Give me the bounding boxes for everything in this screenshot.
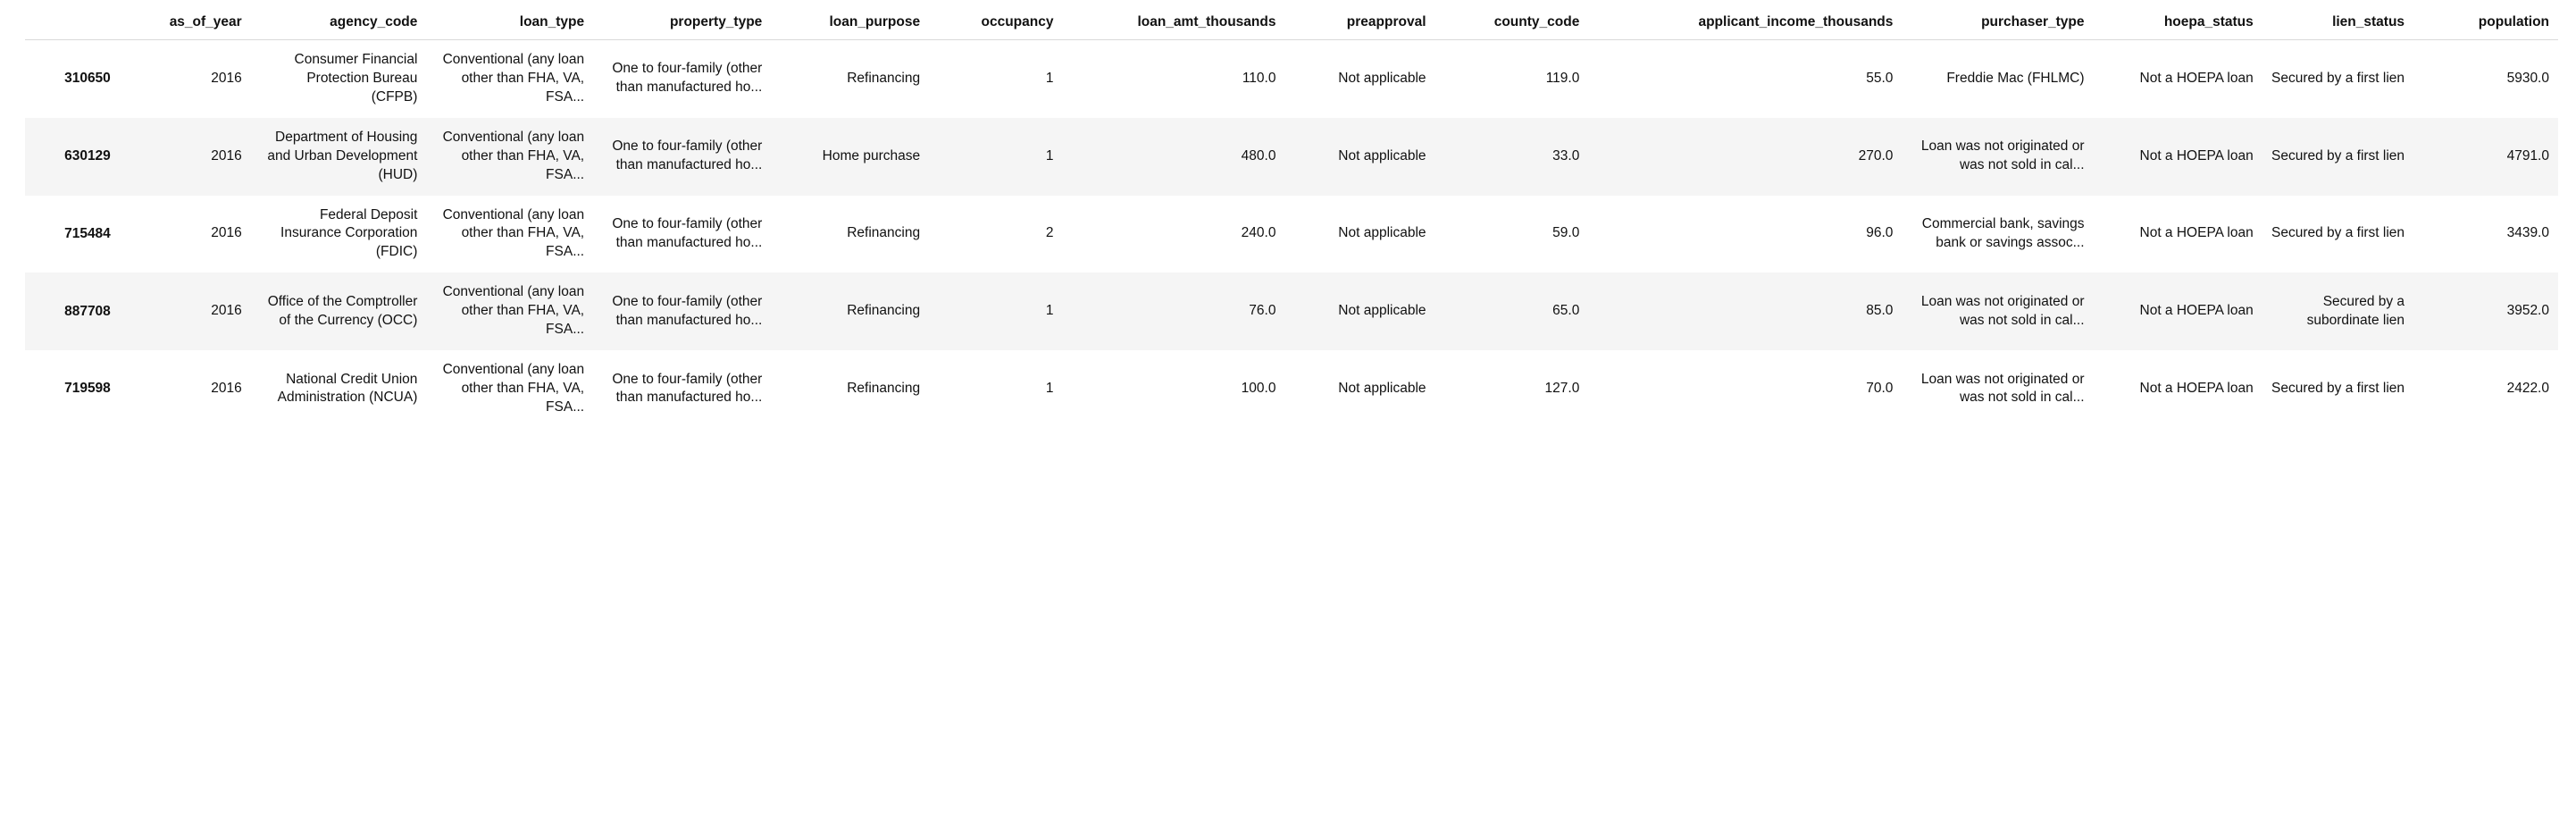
col-header: purchaser_type (1902, 5, 2093, 40)
row-index: 630129 (25, 118, 120, 196)
cell: 2422.0 (2413, 350, 2558, 428)
cell: 100.0 (1062, 350, 1284, 428)
cell: 59.0 (1435, 196, 1589, 273)
cell: One to four-family (other than manufactu… (593, 350, 771, 428)
cell: 96.0 (1588, 196, 1902, 273)
cell: 1 (929, 40, 1062, 118)
cell: One to four-family (other than manufactu… (593, 40, 771, 118)
cell: Not a HOEPA loan (2094, 196, 2262, 273)
cell: Conventional (any loan other than FHA, V… (426, 40, 593, 118)
col-header: applicant_income_thousands (1588, 5, 1902, 40)
cell: Department of Housing and Urban Developm… (251, 118, 427, 196)
cell: 2016 (120, 273, 251, 350)
cell: Not a HOEPA loan (2094, 350, 2262, 428)
cell: Conventional (any loan other than FHA, V… (426, 350, 593, 428)
cell: Secured by a subordinate lien (2262, 273, 2413, 350)
cell: Not applicable (1284, 350, 1434, 428)
cell: 119.0 (1435, 40, 1589, 118)
header-row: as_of_year agency_code loan_type propert… (25, 5, 2558, 40)
col-header: population (2413, 5, 2558, 40)
col-header: agency_code (251, 5, 427, 40)
cell: 1 (929, 273, 1062, 350)
cell: 480.0 (1062, 118, 1284, 196)
cell: One to four-family (other than manufactu… (593, 196, 771, 273)
col-header: county_code (1435, 5, 1589, 40)
table-row: 310650 2016 Consumer Financial Protectio… (25, 40, 2558, 118)
cell: 33.0 (1435, 118, 1589, 196)
cell: Not applicable (1284, 118, 1434, 196)
dataframe-table: as_of_year agency_code loan_type propert… (25, 5, 2558, 428)
cell: Conventional (any loan other than FHA, V… (426, 118, 593, 196)
cell: 85.0 (1588, 273, 1902, 350)
cell: Conventional (any loan other than FHA, V… (426, 196, 593, 273)
cell: Refinancing (771, 196, 929, 273)
cell: 3952.0 (2413, 273, 2558, 350)
table-row: 630129 2016 Department of Housing and Ur… (25, 118, 2558, 196)
cell: 55.0 (1588, 40, 1902, 118)
cell: Not applicable (1284, 196, 1434, 273)
cell: Consumer Financial Protection Bureau (CF… (251, 40, 427, 118)
cell: Federal Deposit Insurance Corporation (F… (251, 196, 427, 273)
cell: One to four-family (other than manufactu… (593, 273, 771, 350)
cell: Secured by a first lien (2262, 118, 2413, 196)
cell: Office of the Comptroller of the Currenc… (251, 273, 427, 350)
cell: 1 (929, 118, 1062, 196)
cell: Secured by a first lien (2262, 350, 2413, 428)
cell: 3439.0 (2413, 196, 2558, 273)
cell: Not applicable (1284, 273, 1434, 350)
col-header: as_of_year (120, 5, 251, 40)
row-index: 715484 (25, 196, 120, 273)
cell: National Credit Union Administration (NC… (251, 350, 427, 428)
col-header: loan_purpose (771, 5, 929, 40)
col-header: property_type (593, 5, 771, 40)
row-index: 310650 (25, 40, 120, 118)
cell: 2016 (120, 118, 251, 196)
table-container: as_of_year agency_code loan_type propert… (0, 0, 2576, 444)
cell: Conventional (any loan other than FHA, V… (426, 273, 593, 350)
cell: Not applicable (1284, 40, 1434, 118)
cell: Not a HOEPA loan (2094, 118, 2262, 196)
table-row: 715484 2016 Federal Deposit Insurance Co… (25, 196, 2558, 273)
col-header: loan_type (426, 5, 593, 40)
col-header: loan_amt_thousands (1062, 5, 1284, 40)
index-header (25, 5, 120, 40)
cell: 70.0 (1588, 350, 1902, 428)
cell: 76.0 (1062, 273, 1284, 350)
cell: 2 (929, 196, 1062, 273)
cell: 240.0 (1062, 196, 1284, 273)
cell: Refinancing (771, 350, 929, 428)
table-row: 719598 2016 National Credit Union Admini… (25, 350, 2558, 428)
cell: Commercial bank, savings bank or savings… (1902, 196, 2093, 273)
row-index: 719598 (25, 350, 120, 428)
cell: Not a HOEPA loan (2094, 273, 2262, 350)
cell: 5930.0 (2413, 40, 2558, 118)
col-header: preapproval (1284, 5, 1434, 40)
cell: 2016 (120, 40, 251, 118)
cell: Secured by a first lien (2262, 196, 2413, 273)
cell: 270.0 (1588, 118, 1902, 196)
cell: Not a HOEPA loan (2094, 40, 2262, 118)
table-row: 887708 2016 Office of the Comptroller of… (25, 273, 2558, 350)
cell: One to four-family (other than manufactu… (593, 118, 771, 196)
cell: 65.0 (1435, 273, 1589, 350)
cell: Loan was not originated or was not sold … (1902, 118, 2093, 196)
cell: 1 (929, 350, 1062, 428)
cell: Refinancing (771, 40, 929, 118)
cell: Home purchase (771, 118, 929, 196)
cell: Loan was not originated or was not sold … (1902, 273, 2093, 350)
cell: Refinancing (771, 273, 929, 350)
cell: Freddie Mac (FHLMC) (1902, 40, 2093, 118)
cell: 2016 (120, 196, 251, 273)
row-index: 887708 (25, 273, 120, 350)
col-header: hoepa_status (2094, 5, 2262, 40)
cell: 4791.0 (2413, 118, 2558, 196)
cell: 2016 (120, 350, 251, 428)
col-header: lien_status (2262, 5, 2413, 40)
col-header: occupancy (929, 5, 1062, 40)
cell: 127.0 (1435, 350, 1589, 428)
cell: Secured by a first lien (2262, 40, 2413, 118)
cell: 110.0 (1062, 40, 1284, 118)
cell: Loan was not originated or was not sold … (1902, 350, 2093, 428)
